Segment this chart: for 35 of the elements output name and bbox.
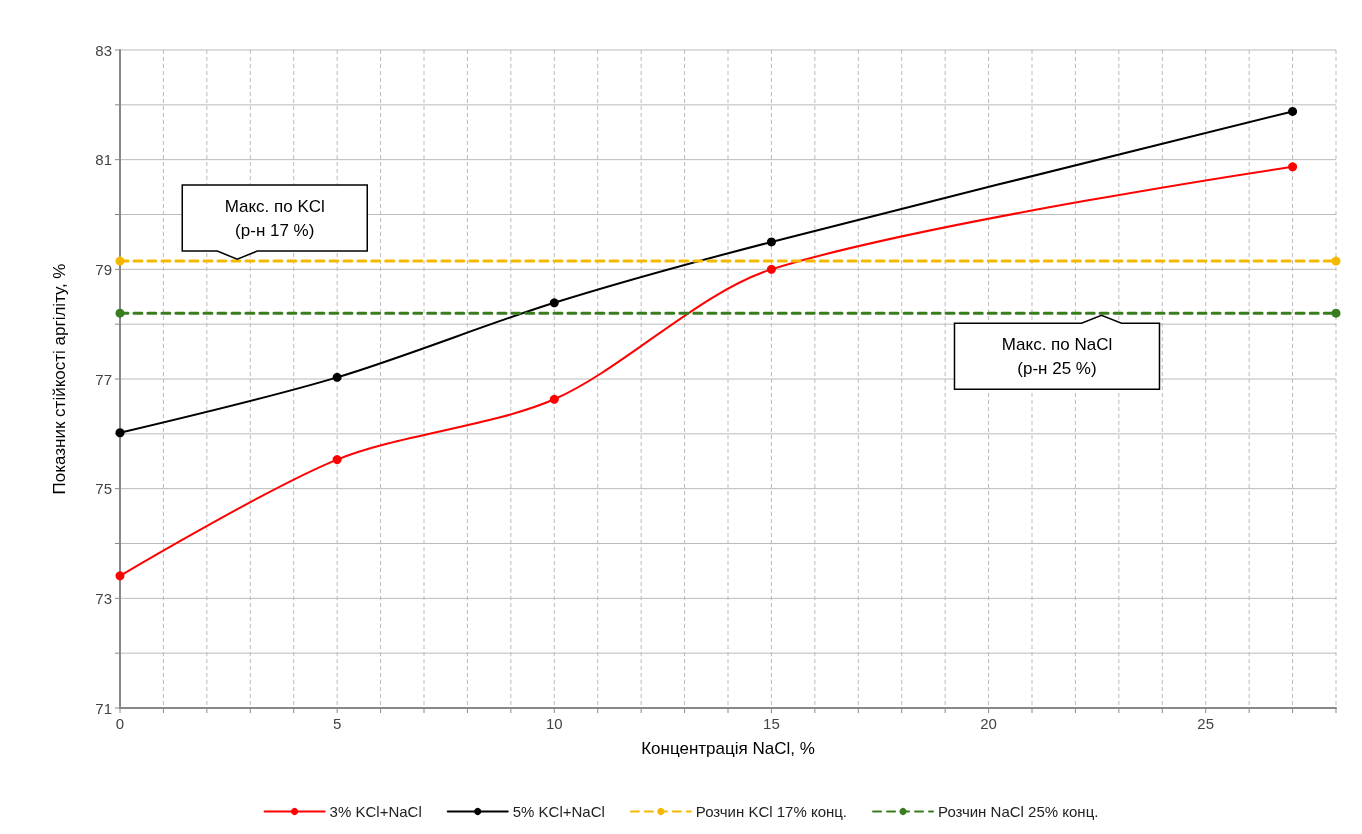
- point: [549, 298, 559, 308]
- x-tick-label: 15: [763, 715, 780, 732]
- y-tick-label: 83: [95, 41, 112, 59]
- x-tick-label: 0: [115, 715, 125, 732]
- point: [1331, 256, 1341, 266]
- point: [766, 264, 776, 274]
- point: [1288, 162, 1298, 172]
- point: [332, 455, 342, 465]
- legend-label: 5% KCl+NaCl: [512, 803, 605, 820]
- y-tick-label: 71: [95, 699, 112, 717]
- legend-label: Розчин KCl 17% конц.: [695, 803, 848, 820]
- point: [115, 256, 125, 266]
- point: [332, 372, 342, 382]
- point: [549, 394, 559, 404]
- point: [1288, 106, 1298, 116]
- point: [766, 237, 776, 247]
- x-tick-label: 25: [1197, 715, 1215, 732]
- point: [115, 428, 125, 438]
- x-tick-label: 10: [545, 715, 563, 732]
- legend-label: Розчин NaCl 25% конц.: [938, 803, 1099, 820]
- y-tick-label: 75: [95, 480, 112, 498]
- x-tick-label: 20: [980, 715, 997, 732]
- point: [115, 571, 125, 581]
- annotation: Макс. по KCl (р-н 17 %): [224, 196, 325, 240]
- point: [115, 308, 125, 318]
- y-tick-label: 77: [95, 370, 112, 388]
- x-tick-label: 5: [332, 715, 342, 732]
- annotation: Макс. по NaCl (р-н 25 %): [1001, 334, 1113, 378]
- legend-label: 3% KCl+NaCl: [329, 803, 422, 820]
- x-axis-title: Концентрація NaCl, %: [641, 739, 815, 758]
- point: [1331, 308, 1341, 318]
- y-tick-label: 81: [95, 151, 112, 169]
- y-tick-label: 79: [95, 260, 112, 278]
- y-axis-title: Показник стійкості аргіліту, %: [50, 263, 69, 495]
- y-tick-label: 73: [95, 589, 112, 607]
